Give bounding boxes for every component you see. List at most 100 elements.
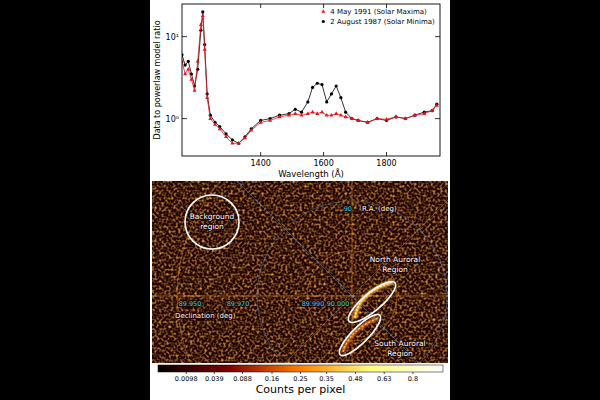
annotation-line: South Auroral xyxy=(374,339,425,348)
marker xyxy=(249,128,253,132)
marker xyxy=(196,59,200,63)
annotations: Backgroundregion North Auroral RegionSouth… xyxy=(175,205,426,358)
y-tick-label: 10¹ xyxy=(166,33,179,42)
marker xyxy=(320,110,324,114)
marker xyxy=(404,117,407,120)
panel-bg xyxy=(150,0,450,400)
marker xyxy=(430,108,434,112)
colorbar-tick-label: 0.0098 xyxy=(175,375,198,383)
marker xyxy=(203,47,207,51)
marker xyxy=(403,116,407,120)
colorbar xyxy=(158,365,443,372)
marker xyxy=(413,114,416,117)
colorbar-tick-label: 0.8 xyxy=(408,375,418,383)
north-region xyxy=(343,276,401,328)
colorbar-title: Counts per pixel xyxy=(256,383,346,396)
y-tick xyxy=(182,36,187,37)
image-bg xyxy=(152,181,448,363)
marker xyxy=(278,115,282,119)
marker xyxy=(268,118,272,122)
legend-label: 4 May 1991 (Solar Maxima) xyxy=(330,8,427,16)
marker xyxy=(357,119,360,122)
marker xyxy=(243,136,247,140)
figure: 1400 1600 1800 10⁰ 10¹ Wavelength (Å) Data to … xyxy=(0,0,600,400)
coord-line xyxy=(152,181,448,363)
marker xyxy=(294,108,297,111)
background-region xyxy=(185,195,239,249)
annotation-line: Background xyxy=(190,212,235,221)
y-tick xyxy=(182,118,187,119)
x-tick xyxy=(260,152,261,156)
marker xyxy=(205,95,209,99)
marker xyxy=(325,113,329,117)
y-axis-title: Data to powerlaw model ratio xyxy=(153,20,162,139)
annotation: 89.990 xyxy=(302,300,325,308)
annotation: 89.950 xyxy=(179,300,202,308)
legend-label: 2 August 1987 (Solar Minima) xyxy=(330,18,435,26)
marker xyxy=(366,121,369,124)
x-tick-label: 1400 xyxy=(250,159,270,168)
marker xyxy=(344,115,348,119)
x-axis-title: Wavelength (Å) xyxy=(278,168,344,179)
annotation: South AuroralRegion xyxy=(374,339,425,358)
colorbar-tick-label: 0.25 xyxy=(293,375,307,383)
marker xyxy=(339,113,343,117)
marker xyxy=(187,60,190,63)
marker xyxy=(375,117,378,120)
colorbar-tick-label: 0.63 xyxy=(377,375,391,383)
annotation: R.A. (deg) xyxy=(362,205,397,213)
annotation: 90.000 xyxy=(327,300,350,308)
marker xyxy=(189,77,193,81)
y-tick xyxy=(435,118,440,119)
marker xyxy=(422,111,426,115)
marker xyxy=(184,63,187,66)
marker xyxy=(306,111,310,115)
y-tick xyxy=(435,36,440,37)
marker xyxy=(201,10,204,13)
annotation: 89.970 xyxy=(227,300,250,308)
series-line xyxy=(182,16,437,144)
marker xyxy=(350,117,353,120)
y-tick-label: 10⁰ xyxy=(166,115,179,124)
x-tick-label: 1600 xyxy=(313,159,333,168)
marker xyxy=(193,88,197,92)
marker xyxy=(435,103,439,107)
marker xyxy=(366,120,370,124)
marker xyxy=(356,118,360,122)
annotation-line: Region xyxy=(387,349,413,358)
marker xyxy=(259,120,263,124)
annotation: 90 xyxy=(344,205,352,213)
marker xyxy=(183,72,187,76)
marker xyxy=(320,83,323,86)
annotation: Backgroundregion xyxy=(190,212,235,231)
annotation: Declination (deg) xyxy=(175,312,236,320)
marker xyxy=(394,115,397,118)
marker xyxy=(293,111,297,115)
marker xyxy=(230,141,234,145)
marker xyxy=(350,116,354,120)
coord-line xyxy=(152,181,448,363)
image xyxy=(152,181,448,363)
marker xyxy=(375,116,379,120)
x-tick xyxy=(323,4,324,8)
coord-line xyxy=(152,296,448,297)
marker xyxy=(335,84,338,87)
marker xyxy=(224,135,228,139)
colorbar-tick-label: 0.48 xyxy=(348,375,362,383)
series-group xyxy=(182,10,439,145)
legend-marker xyxy=(322,20,325,23)
legend: 4 May 1991 (Solar Maxima) 2 August 1987 (… xyxy=(321,8,435,26)
marker xyxy=(385,117,389,121)
marker xyxy=(394,115,398,119)
marker xyxy=(213,122,217,126)
marker xyxy=(311,86,314,89)
marker xyxy=(201,13,205,17)
annotation-line: North Auroral xyxy=(370,255,421,264)
marker xyxy=(237,141,241,145)
coord-circle xyxy=(152,181,448,363)
x-tick-label: 1800 xyxy=(376,159,396,168)
marker xyxy=(344,111,347,114)
marker xyxy=(306,100,309,103)
marker xyxy=(413,113,417,117)
series-line xyxy=(182,12,437,143)
